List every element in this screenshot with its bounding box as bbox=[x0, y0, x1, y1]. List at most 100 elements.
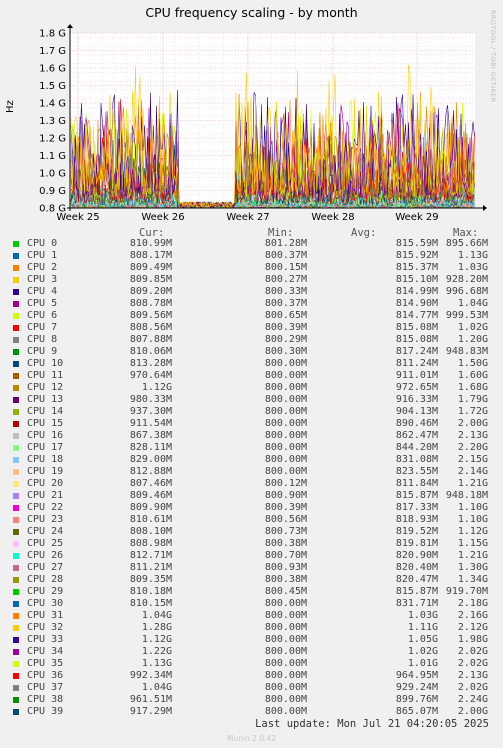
legend-swatch bbox=[13, 385, 19, 391]
legend-row: CPU 30 810.15M 800.00M 831.71M 2.18G bbox=[0, 598, 503, 610]
legend-row: CPU 21 809.46M 800.90M 815.87M 948.18M bbox=[0, 490, 503, 502]
legend-cur-value: 1.22G bbox=[141, 646, 172, 657]
legend-min-value: 800.73M bbox=[264, 526, 307, 537]
legend-avg-value: 911.01M bbox=[395, 370, 438, 381]
legend-swatch bbox=[13, 601, 19, 607]
legend-series-name: CPU 3 bbox=[27, 274, 58, 285]
legend-max-value: 1.34G bbox=[457, 574, 488, 585]
legend-max-value: 1.20G bbox=[457, 334, 488, 345]
legend-swatch bbox=[13, 709, 19, 715]
legend-series-name: CPU 21 bbox=[27, 490, 64, 501]
legend-max-value: 1.10G bbox=[457, 514, 488, 525]
legend-swatch bbox=[13, 337, 19, 343]
legend-row: CPU 37 1.04G 800.00M 929.24M 2.02G bbox=[0, 682, 503, 694]
legend-row: CPU 26 812.71M 800.70M 820.90M 1.21G bbox=[0, 550, 503, 562]
legend-max-value: 1.10G bbox=[457, 502, 488, 513]
header-min: Min: bbox=[268, 227, 294, 239]
legend-swatch bbox=[13, 685, 19, 691]
legend-avg-value: 1.02G bbox=[407, 646, 438, 657]
legend-row: CPU 27 811.21M 800.93M 820.40M 1.30G bbox=[0, 562, 503, 574]
legend-max-value: 895.66M bbox=[445, 238, 488, 249]
legend-avg-value: 964.95M bbox=[395, 670, 438, 681]
y-tick-label: 1.0 G bbox=[39, 169, 66, 180]
legend-max-value: 1.79G bbox=[457, 394, 488, 405]
legend-series-name: CPU 13 bbox=[27, 394, 64, 405]
legend-row: CPU 8 807.88M 800.29M 815.08M 1.20G bbox=[0, 334, 503, 346]
legend-max-value: 1.12G bbox=[457, 526, 488, 537]
legend-min-value: 800.00M bbox=[264, 694, 307, 705]
legend-min-value: 800.15M bbox=[264, 262, 307, 273]
legend-row: CPU 12 1.12G 800.00M 972.65M 1.68G bbox=[0, 382, 503, 394]
legend-max-value: 2.02G bbox=[457, 646, 488, 657]
legend-cur-value: 810.18M bbox=[129, 586, 172, 597]
legend-swatch bbox=[13, 529, 19, 535]
legend-avg-value: 818.93M bbox=[395, 514, 438, 525]
legend-avg-value: 1.11G bbox=[407, 622, 438, 633]
legend-series-name: CPU 37 bbox=[27, 682, 64, 693]
legend-row: CPU 16 867.38M 800.00M 862.47M 2.13G bbox=[0, 430, 503, 442]
legend-row: CPU 9 810.06M 800.30M 817.24M 948.83M bbox=[0, 346, 503, 358]
legend-series-name: CPU 6 bbox=[27, 310, 58, 321]
legend-cur-value: 829.00M bbox=[129, 454, 172, 465]
legend-avg-value: 815.10M bbox=[395, 274, 438, 285]
legend-min-value: 800.29M bbox=[264, 334, 307, 345]
legend-avg-value: 819.52M bbox=[395, 526, 438, 537]
y-tick-label: 0.8 G bbox=[39, 204, 66, 215]
y-tick-label: 1.4 G bbox=[39, 99, 66, 110]
legend-series-name: CPU 27 bbox=[27, 562, 64, 573]
legend-min-value: 800.38M bbox=[264, 574, 307, 585]
legend-swatch bbox=[13, 457, 19, 463]
legend-series-name: CPU 11 bbox=[27, 370, 64, 381]
legend-avg-value: 862.47M bbox=[395, 430, 438, 441]
legend-swatch bbox=[13, 349, 19, 355]
legend-row: CPU 28 809.35M 800.38M 820.47M 1.34G bbox=[0, 574, 503, 586]
legend-min-value: 800.37M bbox=[264, 298, 307, 309]
legend-avg-value: 1.05G bbox=[407, 634, 438, 645]
legend-avg-value: 817.33M bbox=[395, 502, 438, 513]
legend-min-value: 800.00M bbox=[264, 634, 307, 645]
legend-avg-value: 819.81M bbox=[395, 538, 438, 549]
legend-avg-value: 815.08M bbox=[395, 334, 438, 345]
legend-series-name: CPU 25 bbox=[27, 538, 64, 549]
legend-row: CPU 29 810.18M 800.45M 815.87M 919.70M bbox=[0, 586, 503, 598]
legend-min-value: 800.93M bbox=[264, 562, 307, 573]
legend-swatch bbox=[13, 433, 19, 439]
legend-max-value: 2.15G bbox=[457, 454, 488, 465]
legend-swatch bbox=[13, 313, 19, 319]
legend-swatch bbox=[13, 265, 19, 271]
legend-swatch bbox=[13, 289, 19, 295]
header-max: Max: bbox=[453, 227, 479, 239]
legend-avg-value: 844.20M bbox=[395, 442, 438, 453]
legend-row: CPU 7 808.56M 800.39M 815.08M 1.02G bbox=[0, 322, 503, 334]
legend-series-name: CPU 39 bbox=[27, 706, 64, 717]
legend-swatch bbox=[13, 361, 19, 367]
legend-min-value: 800.00M bbox=[264, 706, 307, 717]
legend-max-value: 1.21G bbox=[457, 478, 488, 489]
legend-row: CPU 24 808.10M 800.73M 819.52M 1.12G bbox=[0, 526, 503, 538]
legend-swatch bbox=[13, 565, 19, 571]
legend-min-value: 800.45M bbox=[264, 586, 307, 597]
legend-row: CPU 10 813.28M 800.00M 811.24M 1.50G bbox=[0, 358, 503, 370]
legend-avg-value: 820.90M bbox=[395, 550, 438, 561]
legend-min-value: 800.00M bbox=[264, 658, 307, 669]
legend-max-value: 948.83M bbox=[445, 346, 488, 357]
legend-series-name: CPU 38 bbox=[27, 694, 64, 705]
legend-swatch bbox=[13, 517, 19, 523]
legend-swatch bbox=[13, 421, 19, 427]
x-tick-label: Week 25 bbox=[56, 212, 99, 223]
legend-avg-value: 929.24M bbox=[395, 682, 438, 693]
legend-cur-value: 992.34M bbox=[129, 670, 172, 681]
legend-avg-value: 814.77M bbox=[395, 310, 438, 321]
legend-row: CPU 0 810.99M 801.28M 815.59M 895.66M bbox=[0, 238, 503, 250]
legend-series-name: CPU 2 bbox=[27, 262, 58, 273]
legend-series-name: CPU 8 bbox=[27, 334, 58, 345]
legend-cur-value: 809.35M bbox=[129, 574, 172, 585]
legend-cur-value: 808.78M bbox=[129, 298, 172, 309]
x-tick-label: Week 28 bbox=[311, 212, 354, 223]
legend-series-name: CPU 12 bbox=[27, 382, 64, 393]
legend-min-value: 800.39M bbox=[264, 502, 307, 513]
legend-cur-value: 937.30M bbox=[129, 406, 172, 417]
legend-row: CPU 25 808.98M 800.38M 819.81M 1.15G bbox=[0, 538, 503, 550]
legend-series-name: CPU 26 bbox=[27, 550, 64, 561]
legend-row: CPU 4 809.20M 800.33M 814.99M 996.68M bbox=[0, 286, 503, 298]
